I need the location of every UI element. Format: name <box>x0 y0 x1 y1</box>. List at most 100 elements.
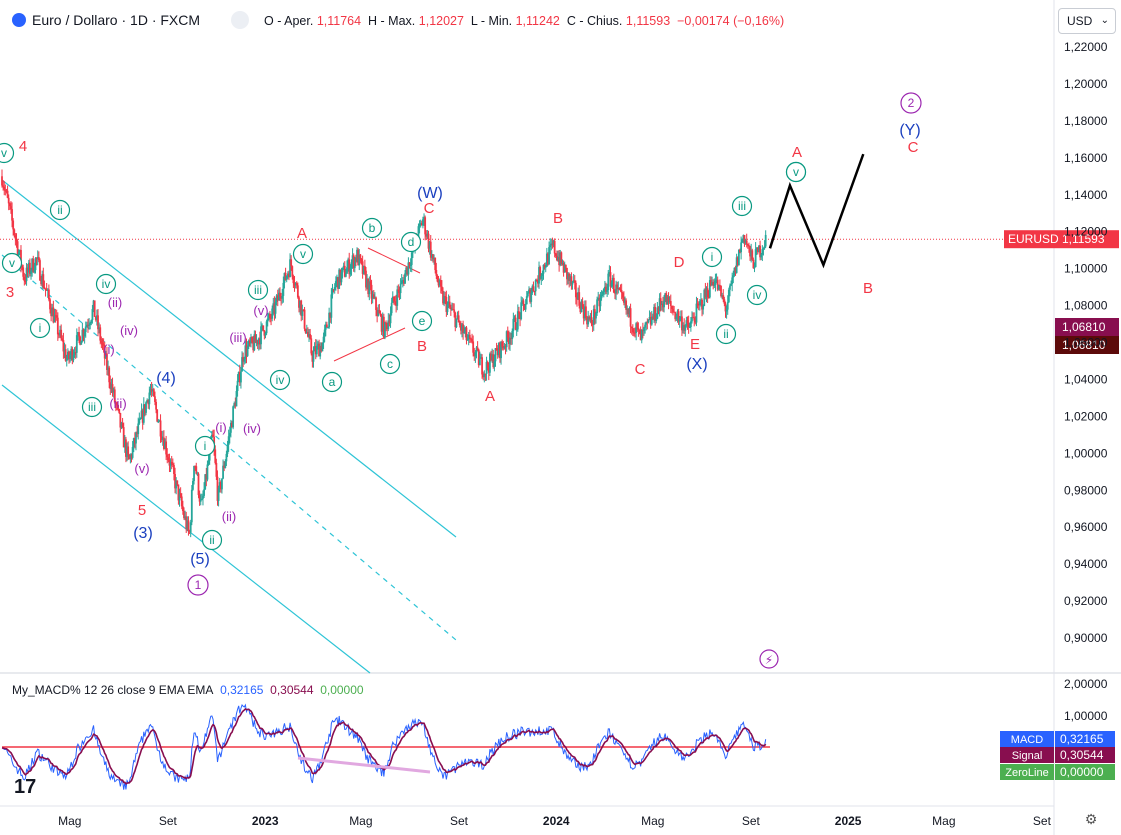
candle-body <box>26 267 29 273</box>
macd-value-tag-bg <box>1055 747 1115 763</box>
candle-body <box>190 489 193 523</box>
candle-body <box>755 247 758 250</box>
candle-body <box>223 465 226 468</box>
candle-body <box>125 439 127 457</box>
candle-body <box>71 348 74 361</box>
candle-body <box>53 315 56 323</box>
candle-body <box>636 323 639 328</box>
candle-body <box>66 351 69 359</box>
candle-body <box>475 347 478 353</box>
candle-body <box>273 303 276 314</box>
currency-select[interactable]: USD ⌄ <box>1058 8 1116 34</box>
candle-body <box>487 367 490 373</box>
candle-body <box>189 522 192 533</box>
candle-body <box>241 357 243 372</box>
candle-body <box>121 423 124 428</box>
candle-body <box>435 270 438 276</box>
lightning-icon[interactable] <box>759 649 779 669</box>
candle-body <box>350 262 353 269</box>
candle-body <box>355 257 357 262</box>
change-value: −0,00174 (−0,16%) <box>677 14 785 28</box>
candle-body <box>510 338 513 340</box>
candle-body <box>677 311 680 322</box>
candle-body <box>247 340 250 347</box>
candle-body <box>294 283 297 286</box>
candle-body <box>476 347 479 350</box>
candle-body <box>87 324 89 326</box>
candle-body <box>221 478 223 490</box>
candle-body <box>763 246 766 249</box>
channel-upper-line <box>1 179 457 538</box>
wave-label-red: B <box>417 338 427 355</box>
wave-label-teal-circle <box>194 435 216 457</box>
symbol-tag: EURUSD <box>1008 232 1059 246</box>
wave-label-teal: a <box>329 375 336 389</box>
candle-body <box>485 361 488 374</box>
candle-body <box>430 254 433 258</box>
visibility-eye-icon[interactable] <box>231 11 249 29</box>
candle-body <box>82 329 85 337</box>
candle-body <box>286 273 289 276</box>
time-tick-label: 2023 <box>252 814 279 828</box>
triangle-lower-line <box>333 327 406 362</box>
candle-body <box>625 300 628 310</box>
candle-body <box>633 332 635 334</box>
candle-body <box>582 307 585 319</box>
candle-body <box>255 340 258 344</box>
candle-body <box>554 253 557 256</box>
candle-body <box>227 436 230 445</box>
candle-body <box>16 241 19 256</box>
candle-body <box>264 333 267 336</box>
wave-label-red: E <box>690 336 700 353</box>
candle-body <box>645 321 648 325</box>
candle-body <box>250 337 252 344</box>
gear-icon[interactable]: ⚙ <box>1084 811 1098 827</box>
candle-body <box>722 295 725 300</box>
candle-body <box>761 249 764 255</box>
candle-body <box>658 298 661 311</box>
wave-label-purple: (v) <box>253 303 268 318</box>
candle-body <box>224 461 227 468</box>
candle-body <box>741 240 744 243</box>
candle-body <box>246 346 249 356</box>
candle-body <box>591 323 594 325</box>
candle-body <box>619 289 622 291</box>
candle-body <box>689 321 692 328</box>
candle-body <box>296 285 299 298</box>
candle-body <box>299 300 302 308</box>
wave-label-teal-circle <box>292 243 314 265</box>
candle-body <box>179 493 182 497</box>
candle-body <box>384 322 386 338</box>
candle-body <box>522 300 525 305</box>
candle-body <box>216 476 219 501</box>
candle-body <box>432 254 434 260</box>
candle-body <box>433 257 435 260</box>
candle-body <box>159 420 162 437</box>
candle-body <box>358 254 361 266</box>
candle-body <box>692 317 695 319</box>
candle-body <box>92 300 95 310</box>
candle-body <box>96 315 98 320</box>
symbol-title[interactable]: Euro / Dollaro · 1D · FXCM <box>12 12 200 28</box>
candle-body <box>442 290 444 304</box>
candle-body <box>375 297 377 310</box>
candle-body <box>422 219 424 226</box>
candle-body <box>150 389 153 392</box>
price-tag-2-bg <box>1055 336 1119 354</box>
candle-body <box>531 286 534 293</box>
candle-body <box>85 324 88 327</box>
candle-body <box>312 351 315 362</box>
candle-body <box>534 280 537 292</box>
wave-label-purple: (ii) <box>222 509 236 524</box>
candle-body <box>292 276 295 284</box>
candle-body <box>640 330 643 341</box>
price-tick-label: 0,96000 <box>1064 520 1108 534</box>
candle-body <box>309 334 312 339</box>
candle-body <box>537 280 539 284</box>
candle-body <box>198 495 201 502</box>
wave-label-teal: ii <box>209 533 214 547</box>
candle-body <box>131 447 134 458</box>
candle-body <box>340 272 343 283</box>
candle-body <box>595 313 597 319</box>
